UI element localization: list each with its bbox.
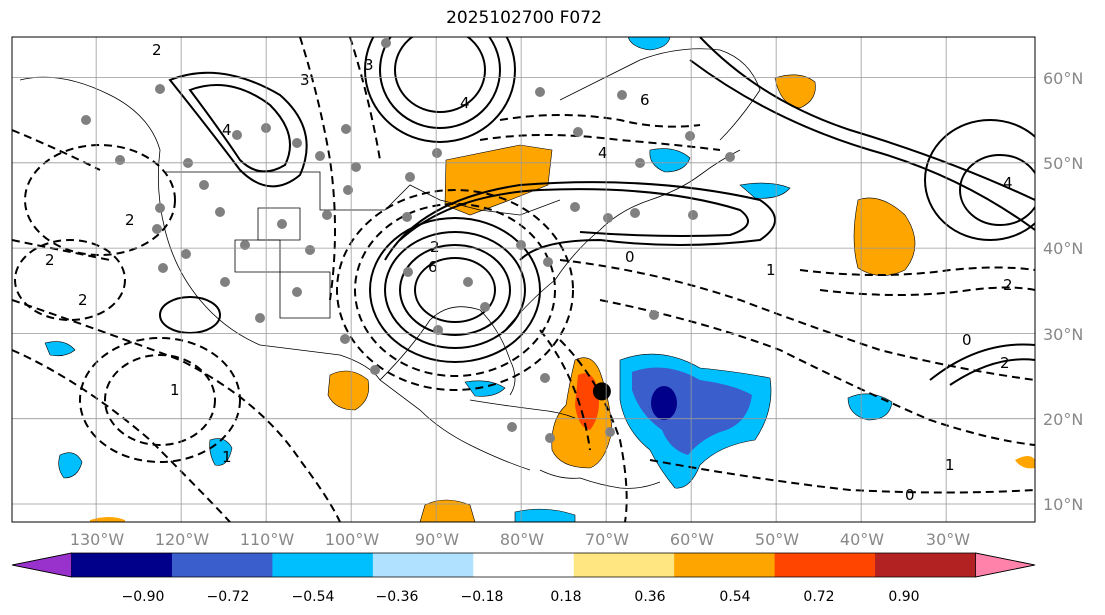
contour-label: 0 — [962, 331, 972, 349]
colorbar-tick: 0.18 — [550, 589, 581, 605]
colorbar — [11, 552, 1036, 578]
colorbar-extend-high — [975, 552, 1036, 578]
colorbar-tick: 0.54 — [719, 589, 750, 605]
lon-label: 90°W — [415, 530, 459, 549]
lon-label: 110°W — [240, 530, 295, 549]
contour-label: 6 — [640, 91, 650, 109]
contour-label: 2 — [1000, 354, 1010, 372]
colorbar-tick: −0.90 — [122, 589, 165, 605]
colorbar-segment — [473, 553, 575, 577]
contour-label: 2 — [78, 291, 88, 309]
colorbar-segment — [71, 553, 173, 577]
contour-label: 3 — [364, 56, 374, 74]
colorbar-tick: −0.72 — [207, 589, 250, 605]
contour-label: 0 — [905, 486, 915, 504]
colorbar-outline — [11, 552, 1036, 578]
contour-label: 4 — [598, 144, 608, 162]
lon-label: 30°W — [926, 530, 970, 549]
contour-label: 2 — [1003, 276, 1013, 294]
colorbar-segment — [171, 553, 273, 577]
contour-label: 1 — [170, 381, 180, 399]
gridlines — [12, 37, 1035, 522]
contour-label: 2 — [45, 251, 55, 269]
lon-label: 70°W — [585, 530, 629, 549]
lat-label: 20°N — [1043, 410, 1083, 429]
contour-label: 4 — [222, 121, 232, 139]
contour-label: 6 — [428, 258, 438, 276]
lat-label: 10°N — [1043, 495, 1083, 514]
colorbar-ticks: −0.90 −0.72 −0.54 −0.36 −0.18 0.18 0.36 … — [122, 589, 920, 605]
storm-center-marker — [592, 382, 611, 401]
colorbar-segment — [573, 553, 675, 577]
colorbar-tick: 0.72 — [803, 589, 834, 605]
contour-label: 1 — [766, 261, 776, 279]
colorbar-tick: 0.90 — [888, 589, 919, 605]
contour-labels: 2 3 4 4 3 6 4 2 6 0 1 2 2 2 1 2 0 4 2 1 … — [45, 41, 1013, 504]
lon-label: 40°W — [840, 530, 884, 549]
lat-label: 40°N — [1043, 239, 1083, 258]
colorbar-extend-low — [11, 552, 72, 578]
page-title: 2025102700 F072 — [446, 8, 602, 28]
lon-label: 50°W — [755, 530, 799, 549]
contour-label: 4 — [460, 94, 470, 112]
colorbar-tick: −0.54 — [292, 589, 335, 605]
contour-label: 1 — [222, 448, 232, 466]
colorbar-tick: −0.36 — [376, 589, 419, 605]
contour-label: 0 — [625, 248, 635, 266]
colorbar-segment — [674, 553, 776, 577]
lon-label: 120°W — [155, 530, 210, 549]
latitude-labels: 60°N 50°N 40°N 30°N 20°N 10°N — [1043, 69, 1083, 514]
lat-label: 30°N — [1043, 325, 1083, 344]
map-frame — [11, 36, 1036, 523]
contour-label: 2 — [430, 238, 440, 256]
contours-negative — [12, 37, 1035, 522]
lon-label: 60°W — [670, 530, 714, 549]
contour-label: 1 — [945, 456, 955, 474]
contour-label: 2 — [152, 41, 162, 59]
colorbar-segment — [774, 553, 876, 577]
colorbar-segment — [272, 553, 374, 577]
lon-label: 80°W — [500, 530, 544, 549]
contour-label: 2 — [125, 211, 135, 229]
lat-label: 60°N — [1043, 69, 1083, 88]
colorbar-segment — [372, 553, 474, 577]
contour-label: 3 — [300, 71, 310, 89]
colorbar-tick: −0.18 — [461, 589, 504, 605]
colorbar-tick: 0.36 — [634, 589, 665, 605]
colorbar-segment — [875, 553, 976, 577]
lon-label: 100°W — [325, 530, 380, 549]
contours-positive — [159, 37, 1035, 386]
longitude-labels: 130°W 120°W 110°W 100°W 90°W 80°W 70°W 6… — [70, 530, 970, 549]
contour-label: 4 — [1003, 174, 1013, 192]
lon-label: 130°W — [70, 530, 125, 549]
lat-label: 50°N — [1043, 154, 1083, 173]
